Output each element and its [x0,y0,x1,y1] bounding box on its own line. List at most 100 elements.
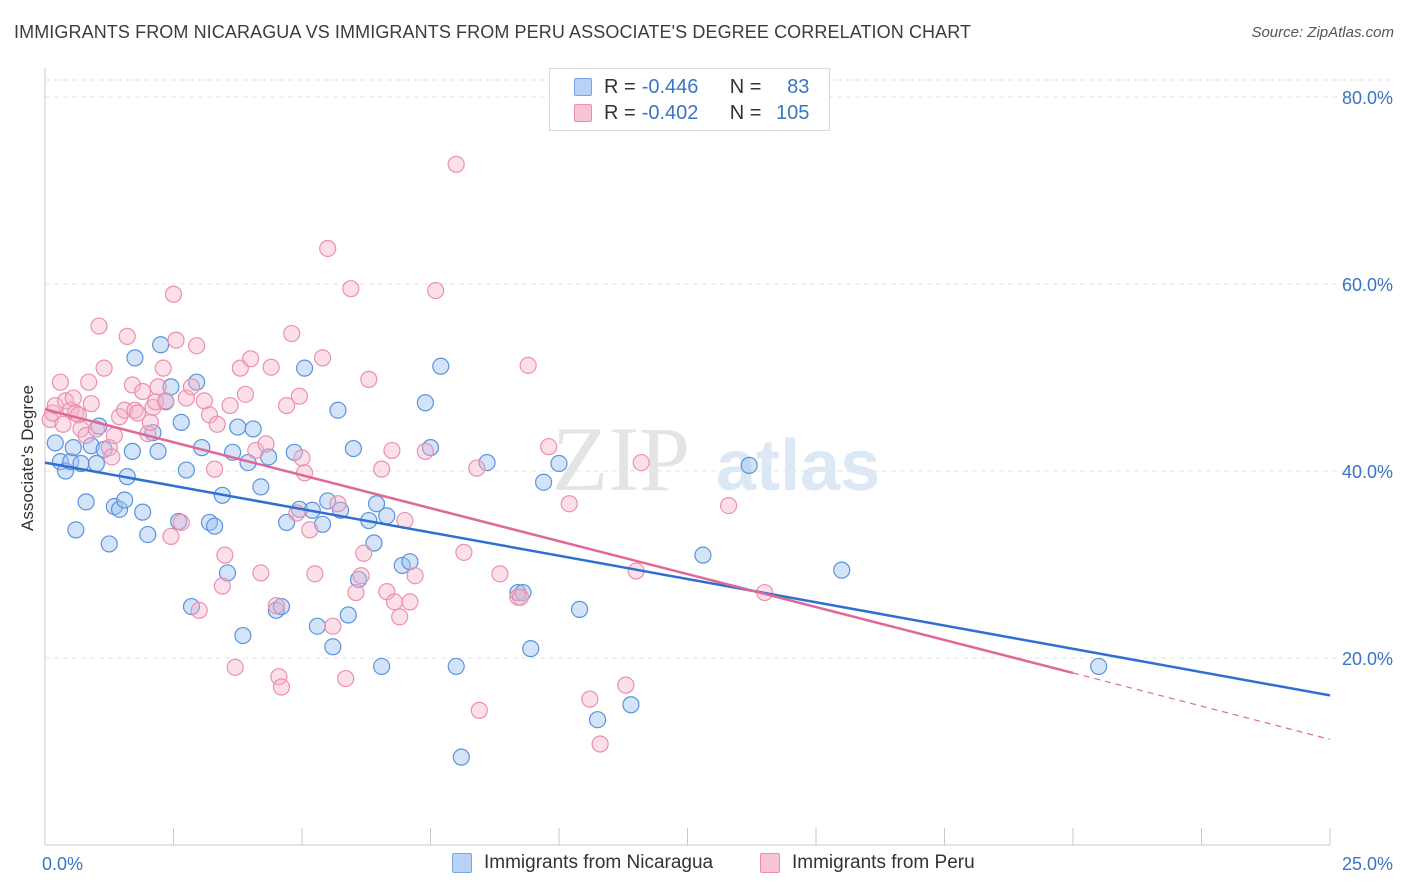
nicaragua-point [522,640,540,658]
nicaragua-point [244,420,262,438]
peru-point [272,678,291,696]
peru-point [177,389,195,407]
nicaragua-point [478,453,496,472]
peru-point [188,337,206,355]
legend-row-peru: R = -0.402 N = 105 [574,101,809,125]
legend-n-value: 83 [787,75,810,98]
peru-point [134,382,152,401]
nicaragua-point [509,583,527,602]
peru-point [591,735,609,753]
legend-swatch-peru [574,104,592,122]
series-legend-nicaragua: Immigrants from Nicaragua [452,852,713,874]
series-legend-peru: Immigrants from Peru [760,852,975,874]
peru-point [355,544,373,562]
nicaragua-point [550,454,568,473]
peru-point [283,324,301,343]
peru-point [190,601,208,619]
y-tick-label: 60.0% [1342,275,1393,295]
peru-point [391,608,409,626]
nicaragua-point [177,461,195,479]
nicaragua-point [534,473,553,491]
nicaragua-point [152,336,170,354]
series-swatch-peru [760,853,780,873]
peru-point [342,280,360,298]
peru-point [416,442,434,460]
peru-trend-extension [1072,672,1331,740]
series-label-nicaragua: Immigrants from Nicaragua [484,852,714,873]
nicaragua-point [833,561,851,579]
nicaragua-point [432,357,450,375]
peru-point [206,460,224,478]
peru-point [267,597,285,615]
trend-lines [44,408,1331,740]
peru-point [360,370,378,388]
peru-point [46,396,64,415]
peru-point [262,358,280,376]
peru-point [252,564,270,582]
peru-point [290,387,309,405]
data-points [41,155,1108,766]
peru-point [313,349,332,367]
nicaragua-point [319,492,337,510]
axes [44,68,1331,846]
y-tick-label: 40.0% [1342,462,1393,482]
peru-point [128,404,147,422]
peru-point [540,438,558,456]
peru-point [162,527,180,546]
nicaragua-point [105,497,123,516]
peru-point [470,701,488,719]
peru-point [581,690,599,708]
y-tick-label: 20.0% [1342,649,1393,669]
nicaragua-point [1090,657,1108,676]
nicaragua-point [87,454,106,473]
peru-point [270,668,288,686]
tick-labels: 20.0% 40.0% 60.0% 80.0% 0.0% 25.0% [42,88,1393,874]
nicaragua-point [588,711,607,729]
peru-point [95,359,113,377]
x-tick-label: 0.0% [42,854,83,874]
peru-point [455,543,473,561]
nicaragua-point [367,495,386,513]
peru-point [257,435,275,453]
peru-point [242,350,260,368]
peru-point [519,356,537,374]
peru-point [126,401,144,419]
peru-point [293,449,311,467]
peru-point [406,567,424,585]
peru-point [617,676,635,694]
peru-point [491,565,509,583]
peru-point [80,373,98,391]
nicaragua-point [252,478,270,496]
nicaragua-point [447,657,465,676]
nicaragua-point [67,521,85,539]
nicaragua-point [82,437,100,455]
nicaragua-point [46,434,64,452]
y-axis-label: Associate's Degree [18,385,37,531]
nicaragua-point [740,456,758,474]
nicaragua-point [514,583,532,602]
peru-trend-line [44,408,1074,675]
peru-point [447,155,465,173]
peru-point [337,669,355,688]
peru-point [324,617,342,635]
peru-point [141,413,159,431]
nicaragua-point [100,535,118,553]
legend-n-label: N = [729,75,762,98]
peru-point [164,285,183,303]
peru-point [226,658,244,676]
stats-legend: R = -0.446 N = 83 R = -0.402 N = 105 [549,68,830,131]
nicaragua-trend-line [44,461,1331,697]
nicaragua-point [188,373,206,391]
peru-point [277,396,296,415]
peru-point [632,453,650,472]
legend-row-nicaragua: R = -0.446 N = 83 [574,75,809,99]
nicaragua-point [295,359,314,377]
watermark-zip: ZIP [552,408,690,510]
peru-point [720,496,738,515]
peru-point [213,577,231,595]
nicaragua-point [324,638,342,656]
nicaragua-point [329,401,347,419]
nicaragua-point [234,626,252,645]
nicaragua-point [134,503,152,521]
